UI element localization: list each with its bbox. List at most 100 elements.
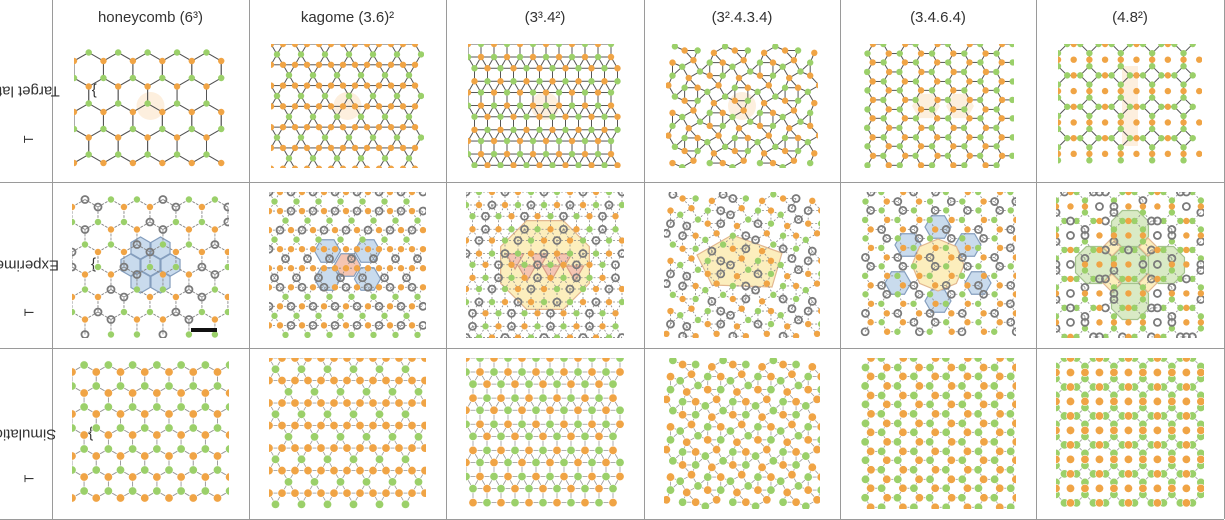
trap-ring [171,307,181,317]
lattice-bond [136,221,151,230]
trap-ring [119,262,129,272]
green-site [744,47,752,54]
green-site [85,49,92,56]
green-site [779,113,786,121]
green-site [791,460,801,470]
orange-atom [133,316,141,323]
orange-site [580,393,590,403]
green-atom [729,282,737,290]
orange-site [381,421,391,431]
orange-site [303,421,313,431]
orange-atom [287,226,295,234]
green-site [704,138,711,146]
orange-site [496,498,506,508]
green-atom [501,285,509,293]
orange-site [100,159,107,167]
orange-site [816,472,820,482]
orange-site [315,103,323,110]
lattice-bond [666,273,671,284]
orange-atom [309,226,317,234]
orange-atom [738,205,745,212]
trap-ring [402,273,411,283]
green-site [375,499,385,509]
orange-site [290,443,300,453]
orange-site [225,430,229,440]
orange-site [387,123,395,131]
green-atom [146,308,154,316]
orange-site [128,430,138,440]
orange-site [387,165,395,168]
col-header-32434: (3².4.3.4) [711,9,773,26]
green-site [594,150,602,158]
orange-atom [792,332,800,338]
green-atom [488,298,496,306]
orange-site [329,376,339,386]
green-site [218,125,225,133]
trap-ring [539,333,549,338]
trap-ring [72,247,77,257]
cell-simulations-3344 [466,358,624,509]
orange-site [363,123,371,131]
green-site [381,113,389,120]
green-site [580,484,590,494]
orange-site [269,358,274,363]
orange-atom [586,261,593,268]
lattice-bond [720,314,731,325]
orange-site [682,487,692,497]
green-site [503,405,513,415]
orange-site [411,44,419,48]
trap-ring [678,331,688,338]
trap-ring [716,256,726,266]
orange-atom [94,248,102,256]
green-atom [508,274,515,281]
orange-site [740,157,747,164]
orange-site [735,125,743,132]
orange-atom [679,245,686,252]
green-site [581,89,589,96]
orange-site [329,488,339,498]
green-site [524,379,534,389]
green-site [468,379,478,389]
orange-site [269,466,274,476]
orange-site [420,376,426,386]
green-atom [521,310,528,317]
orange-site [368,421,378,431]
green-site [691,460,701,470]
green-atom [694,316,702,324]
orange-site [588,162,595,168]
orange-site [686,470,696,480]
orange-site [538,379,548,389]
green-atom [618,298,624,306]
green-site [516,53,524,61]
orange-site [503,150,511,158]
green-site [793,380,803,390]
green-site [700,451,710,461]
green-site [776,476,786,486]
orange-atom [495,323,502,330]
orange-site [732,387,742,397]
green-site [271,454,280,464]
orange-atom [758,298,766,305]
green-atom [198,218,206,226]
cell-target-3344 [468,44,622,168]
orange-site [664,495,671,505]
orange-site [342,443,352,453]
orange-site [869,44,877,48]
orange-site [594,44,602,48]
green-atom [521,261,528,268]
green-site [721,143,729,151]
scale-bar [191,328,217,332]
green-site [669,72,676,79]
green-atom [767,270,775,278]
orange-site [549,126,556,133]
trap-ring [726,310,735,320]
green-atom [777,311,784,319]
trap-ring [803,206,813,216]
orange-site [580,498,590,508]
orange-site [363,61,371,68]
orange-site [394,421,404,431]
orange-site [706,72,713,79]
lattice-bond [136,266,151,275]
green-site [679,163,686,168]
trap-ring [707,246,717,256]
